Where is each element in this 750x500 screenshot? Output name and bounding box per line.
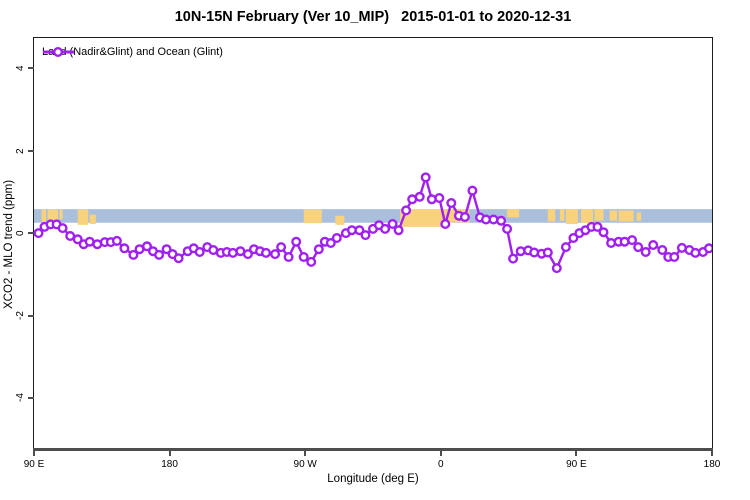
- highlight-patch: [77, 209, 89, 225]
- highlight-patch: [559, 209, 565, 221]
- highlight-patch: [507, 209, 520, 218]
- data-point-marker: [657, 244, 668, 255]
- data-point-marker: [173, 253, 184, 264]
- data-point-marker: [627, 235, 638, 246]
- highlight-patch: [303, 209, 322, 224]
- plot-area: Land (Nadir&Glint) and Ocean (Glint): [34, 38, 712, 450]
- highlight-patch: [89, 214, 96, 224]
- data-point-marker: [488, 214, 499, 225]
- highlight-patch: [580, 209, 593, 223]
- chart-title: 10N-15N February (Ver 10_MIP) 2015-01-01…: [174, 9, 572, 25]
- highlight-patch: [618, 210, 634, 222]
- data-point-marker: [119, 243, 130, 254]
- legend: Land (Nadir&Glint) and Ocean (Glint): [42, 46, 223, 58]
- data-point-marker: [414, 191, 425, 202]
- data-point-marker: [161, 244, 172, 255]
- x-tick-label: 90 W: [293, 459, 317, 470]
- data-point-marker: [434, 192, 445, 203]
- data-point-marker: [242, 249, 253, 260]
- data-point-marker: [496, 215, 507, 226]
- data-point-marker: [306, 256, 317, 267]
- data-point-marker: [360, 230, 371, 241]
- data-point-marker: [690, 247, 701, 258]
- x-tick-label: 90 E: [566, 459, 587, 470]
- data-point-marker: [420, 172, 431, 183]
- data-point-marker: [648, 239, 659, 250]
- highlight-patch: [547, 209, 556, 222]
- x-tick-label: 180: [703, 459, 721, 470]
- data-point-marker: [325, 237, 336, 248]
- data-point-marker: [393, 225, 404, 236]
- data-point-marker: [459, 211, 470, 222]
- data-point-marker: [598, 227, 609, 238]
- x-axis-line: [33, 448, 713, 451]
- data-point-marker: [380, 223, 391, 234]
- highlight-patch: [47, 209, 59, 229]
- x-axis-title: Longitude (deg E): [327, 473, 419, 485]
- data-point-marker: [669, 251, 680, 262]
- highlight-patch: [59, 209, 63, 220]
- data-point-marker: [551, 263, 562, 274]
- data-point-marker: [502, 223, 513, 234]
- data-point-marker: [401, 205, 412, 216]
- legend-line-marker-icon: [43, 47, 74, 57]
- x-tick-label: 0: [438, 459, 444, 470]
- data-point-marker: [568, 232, 579, 243]
- data-point-marker: [440, 218, 451, 229]
- reference-band: [34, 209, 712, 223]
- data-point-marker: [72, 234, 83, 245]
- plot-canvas: [34, 172, 712, 274]
- highlight-patch: [400, 209, 447, 227]
- data-point-marker: [387, 218, 398, 229]
- data-point-marker: [141, 241, 152, 252]
- highlight-patch: [594, 209, 604, 221]
- data-point-marker: [704, 243, 712, 254]
- data-point-marker: [633, 242, 644, 253]
- x-tick-label: 180: [161, 459, 178, 470]
- highlight-patch: [335, 215, 345, 225]
- data-point-marker: [446, 197, 457, 208]
- data-point-marker: [331, 232, 342, 243]
- data-point-marker: [606, 237, 617, 248]
- y-tick-label: 4: [15, 65, 26, 71]
- data-point-marker: [154, 249, 165, 260]
- highlight-patch: [636, 212, 642, 221]
- data-point-marker: [354, 225, 365, 236]
- data-point-marker: [291, 236, 302, 247]
- data-point-marker: [57, 223, 68, 234]
- data-point-marker: [128, 249, 139, 260]
- y-tick-label: -4: [15, 393, 26, 403]
- data-point-marker: [560, 242, 571, 253]
- data-point-marker: [270, 249, 281, 260]
- data-point-marker: [298, 251, 309, 262]
- data-point-marker: [313, 244, 324, 255]
- data-point-marker: [111, 235, 122, 246]
- data-point-marker: [283, 251, 294, 262]
- data-point-marker: [467, 185, 478, 196]
- data-point-marker: [640, 246, 651, 257]
- data-point-marker: [426, 194, 437, 205]
- data-point-marker: [260, 247, 271, 258]
- legend-label: Land (Nadir&Glint) and Ocean (Glint): [42, 46, 223, 58]
- data-point-marker: [194, 246, 205, 257]
- highlight-patch: [41, 209, 47, 222]
- data-point-marker: [34, 228, 44, 239]
- x-tick-label: 90 E: [23, 459, 45, 470]
- data-point-marker: [542, 247, 553, 258]
- highlight-patch: [609, 210, 618, 221]
- highlight-patch: [565, 209, 578, 224]
- data-point-marker: [508, 253, 519, 264]
- data-point-marker: [592, 221, 603, 232]
- data-point-marker: [276, 242, 287, 253]
- y-axis-title: XCO2 - MLO trend (ppm): [3, 179, 15, 309]
